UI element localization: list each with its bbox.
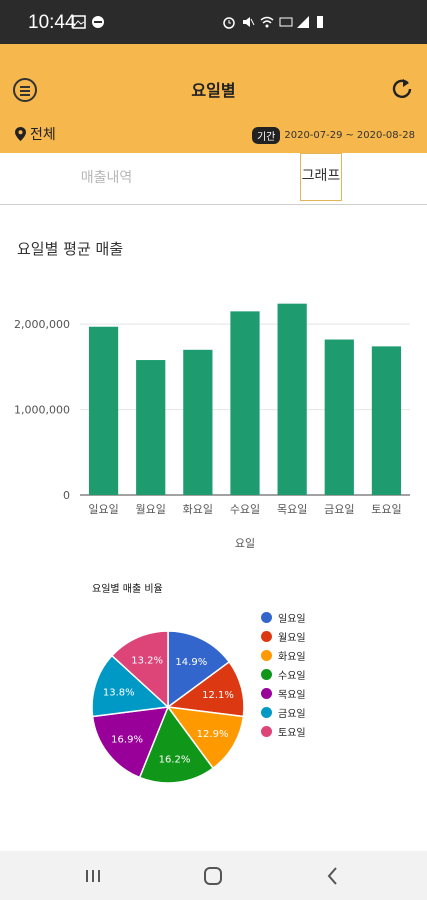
pie-slice-label: 16.9% xyxy=(111,735,143,746)
gallery-icon xyxy=(72,15,86,29)
x-tick-label: 화요일 xyxy=(183,502,213,516)
bar-일요일[interactable] xyxy=(88,326,119,495)
battery-icon xyxy=(317,16,323,28)
menu-icon-line xyxy=(20,94,30,96)
page-title: 요일별 xyxy=(191,81,236,100)
legend-label: 화요일 xyxy=(278,652,306,663)
bar-금요일[interactable] xyxy=(324,339,354,495)
x-tick-label: 토요일 xyxy=(371,502,401,516)
location-label: 전체 xyxy=(30,127,56,143)
legend-item[interactable]: 화요일 xyxy=(261,646,306,665)
pie-chart: 14.9% 12.1% 12.9% 16.2% 16.9% 13.8% 13.2% xyxy=(91,630,245,784)
legend-swatch xyxy=(261,688,272,699)
volte-icon xyxy=(279,17,293,27)
bar-수요일[interactable] xyxy=(230,311,260,495)
x-tick-label: 수요일 xyxy=(230,502,260,516)
pie-slice-목요일[interactable] xyxy=(91,706,170,779)
bar-토요일[interactable] xyxy=(371,346,402,495)
period-end: 2020-08-28 xyxy=(356,130,415,141)
home-icon[interactable] xyxy=(200,863,226,889)
wifi-icon xyxy=(260,16,274,28)
mute-icon xyxy=(243,17,255,27)
status-bar: 10:44 xyxy=(0,0,427,44)
pie-slice-토요일[interactable] xyxy=(110,630,169,709)
legend-swatch xyxy=(261,707,272,718)
period-range[interactable]: 기간 2020-07-29 ~ 2020-08-28 xyxy=(251,127,415,144)
legend-swatch xyxy=(261,726,272,737)
status-time: 10:44 xyxy=(28,12,76,33)
back-icon[interactable] xyxy=(320,863,346,889)
period-separator: ~ xyxy=(345,130,354,141)
pie-slice-화요일[interactable] xyxy=(166,706,245,770)
period-badge: 기간 xyxy=(251,127,281,144)
legend-swatch xyxy=(261,631,272,642)
x-axis-label: 요일 xyxy=(235,536,255,550)
tab-graph[interactable]: 그래프 xyxy=(300,153,342,201)
refresh-icon[interactable] xyxy=(389,76,415,102)
x-tick-label: 일요일 xyxy=(88,502,118,516)
pie-slice-일요일[interactable] xyxy=(167,630,231,709)
x-tick-label: 금요일 xyxy=(324,502,354,516)
location-pin-icon xyxy=(15,127,26,141)
legend-swatch xyxy=(261,612,272,623)
bar-화요일[interactable] xyxy=(183,349,213,495)
legend-swatch xyxy=(261,650,272,661)
legend-label: 일요일 xyxy=(278,614,306,625)
menu-icon-line xyxy=(20,90,30,92)
pie-slice-label: 13.8% xyxy=(103,687,135,698)
pie-slice-label: 16.2% xyxy=(159,754,191,765)
bar-chart: 0 1,000,000 2,000,000 일요일 월요일 화요일 수요일 목요일 금요일 토요일… xyxy=(14,303,410,550)
system-nav-bar xyxy=(0,851,427,900)
pie-slice-수요일[interactable] xyxy=(138,705,215,784)
menu-button[interactable] xyxy=(13,78,37,102)
legend-item[interactable]: 토요일 xyxy=(261,722,306,741)
app-header: 요일별 전체 기간 2020-07-29 ~ 2020-08-28 xyxy=(0,44,427,153)
pie-slice-label: 13.2% xyxy=(131,656,163,667)
location-selector[interactable]: 전체 xyxy=(15,124,56,144)
bar-월요일[interactable] xyxy=(136,360,166,495)
legend-label: 수요일 xyxy=(278,671,306,682)
x-tick-label: 목요일 xyxy=(277,502,307,516)
y-tick-label: 1,000,000 xyxy=(14,404,70,417)
legend-swatch xyxy=(261,669,272,680)
legend-label: 목요일 xyxy=(278,690,306,701)
bar-목요일[interactable] xyxy=(277,303,307,495)
recent-apps-icon[interactable] xyxy=(80,863,106,889)
signal-icon xyxy=(297,16,309,28)
section-title: 요일별 평균 매출 xyxy=(17,240,124,258)
legend-item[interactable]: 목요일 xyxy=(261,684,306,703)
menu-icon xyxy=(20,86,30,88)
legend-label: 토요일 xyxy=(278,728,306,739)
legend-item[interactable]: 월요일 xyxy=(261,627,306,646)
pie-slice-label: 12.9% xyxy=(197,729,229,740)
alarm-icon xyxy=(223,17,235,29)
legend-label: 금요일 xyxy=(278,709,306,720)
pie-chart-title: 요일별 매출 비율 xyxy=(92,584,163,595)
y-tick-label: 0 xyxy=(63,489,70,502)
pie-slice-label: 14.9% xyxy=(175,657,207,668)
period-start: 2020-07-29 xyxy=(284,130,343,141)
legend-item[interactable]: 일요일 xyxy=(261,608,306,627)
tab-bar: 매출내역 그래프 xyxy=(0,153,427,205)
legend-label: 월요일 xyxy=(278,633,306,644)
pie-slice-label: 12.1% xyxy=(202,690,234,701)
minus-circle-icon xyxy=(92,16,104,28)
tab-sales-history[interactable]: 매출내역 xyxy=(80,170,133,186)
legend-item[interactable]: 금요일 xyxy=(261,703,306,722)
y-tick-label: 2,000,000 xyxy=(14,318,70,331)
pie-slice-금요일[interactable] xyxy=(91,654,170,718)
x-tick-label: 월요일 xyxy=(136,502,166,516)
legend-item[interactable]: 수요일 xyxy=(261,665,306,684)
